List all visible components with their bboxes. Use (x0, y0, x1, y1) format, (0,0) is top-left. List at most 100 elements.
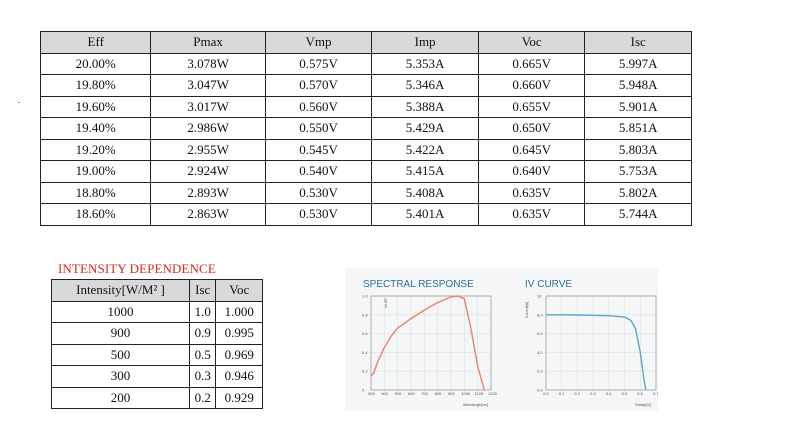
voc-cell: 0.640V (477, 160, 586, 183)
isc-cell: 0.2 (188, 386, 217, 409)
spectral-x-tick-label: 1000 (461, 391, 471, 396)
header-vmp: Vmp (264, 31, 373, 54)
header-pmax: Pmax (150, 31, 266, 54)
iv-grid (545, 295, 657, 391)
spectral-x-tick-label: 300 (368, 391, 375, 396)
isc-cell: 5.851A (584, 117, 692, 140)
table-row: 20.00% 3.078W 0.575V 5.353A 0.665V 5.997A (39, 52, 692, 75)
iv-x-tick-label: 0.4 (606, 391, 612, 396)
pmax-cell: 2.986W (150, 117, 266, 140)
isc-cell: 5.803A (584, 138, 692, 161)
iv-xlabel: Voltage[V] (635, 403, 651, 407)
imp-cell: 5.422A (371, 138, 479, 161)
intensity-row: 1000 1.0 1.000 (51, 300, 263, 323)
pmax-cell: 2.924W (150, 160, 266, 183)
intensity-cell: 500 (51, 343, 190, 366)
table-header-row: Eff Pmax Vmp Imp Voc Isc (39, 31, 692, 54)
intensity-title: INTENSITY DEPENDENCE (58, 261, 216, 276)
vmp-cell: 0.560V (264, 95, 373, 118)
iv-x-tick-label: 0.7 (653, 391, 658, 396)
spectral-y-tick-label: 0.8 (362, 312, 368, 317)
isc-cell: 0.3 (188, 365, 217, 388)
pmax-cell: 2.893W (150, 181, 266, 204)
header-isc: Isc (584, 31, 692, 54)
spectral-xlabel: Wavelength[nm] (463, 403, 488, 407)
isc-cell: 5.753A (584, 160, 692, 183)
isc-cell: 5.948A (584, 74, 692, 97)
isc-cell: 5.802A (584, 181, 692, 204)
iv-y-tick-label: 4.0 (537, 350, 543, 355)
eff-cell: 19.40% (39, 117, 152, 140)
spectral-x-tick-label: 500 (395, 391, 402, 396)
iv-y-ticks: 0.0 2.0 4.0 6.0 8.0 10 (537, 294, 543, 393)
iv-x-tick-label: 0.2 (574, 391, 580, 396)
pmax-cell: 3.078W (150, 52, 266, 75)
pmax-cell: 2.863W (150, 203, 266, 226)
iv-y-tick-label: 2.0 (537, 369, 543, 374)
table-row: 19.40% 2.986W 0.550V 5.429A 0.650V 5.851A (39, 117, 692, 140)
spectral-y-tick-label: 0 (362, 388, 365, 393)
iv-x-tick-label: 0.5 (622, 391, 628, 396)
spectral-x-tick-label: 900 (448, 391, 455, 396)
header-eff: Eff (39, 31, 152, 54)
spectral-y-tick-label: 0.6 (362, 331, 368, 336)
eff-cell: 19.80% (39, 74, 152, 97)
vmp-cell: 0.540V (264, 160, 373, 183)
spectral-x-tick-label: 700 (421, 391, 428, 396)
iv-series-line (546, 314, 647, 391)
imp-cell: 5.388A (371, 95, 479, 118)
spectral-x-tick-label: 1100 (475, 391, 484, 396)
header-isc: Isc (188, 279, 217, 302)
voc-cell: 0.665V (477, 52, 586, 75)
imp-cell: 5.415A (371, 160, 479, 183)
intensity-table: Intensity[W/M² ] Isc Voc 1000 1.0 1.000 900… (51, 279, 263, 409)
spectral-y-ticks: 0 0.2 0.4 0.6 0.8 1.0 (362, 294, 368, 393)
imp-cell: 5.353A (371, 52, 479, 75)
intensity-row: 900 0.9 0.995 (51, 322, 263, 345)
voc-cell: 0.660V (477, 74, 586, 97)
iv-x-tick-label: 0.3 (590, 391, 596, 396)
imp-cell: 5.401A (371, 203, 479, 226)
intensity-cell: 1000 (51, 300, 190, 323)
pmax-cell: 3.047W (150, 74, 266, 97)
vmp-cell: 0.530V (264, 181, 373, 204)
table-row: 19.00% 2.924W 0.540V 5.415A 0.640V 5.753A (39, 160, 692, 183)
intensity-cell: 300 (51, 365, 190, 388)
voc-cell: 0.645V (477, 138, 586, 161)
eff-cell: 18.80% (39, 181, 152, 204)
isc-cell: 0.9 (188, 322, 217, 345)
voc-cell: 0.635V (477, 181, 586, 204)
iv-y-tick-label: 6.0 (537, 331, 543, 336)
eff-cell: 19.20% (39, 138, 152, 161)
spectral-plot-frame (370, 295, 492, 391)
vmp-cell: 0.570V (264, 74, 373, 97)
iv-y-tick-label: 10 (537, 294, 542, 299)
iv-title: IV CURVE (525, 279, 572, 290)
iv-x-tick-label: 0.0 (543, 391, 549, 396)
imp-cell: 5.408A (371, 181, 479, 204)
vmp-cell: 0.530V (264, 203, 373, 226)
iv-x-ticks: 0.0 0.1 0.2 0.3 0.4 0.5 0.6 0.7 (543, 391, 658, 396)
spectral-y-tick-label: 1.0 (362, 294, 368, 299)
eff-cell: 18.60% (39, 203, 152, 226)
spectral-ylabel: rel.SR (384, 298, 388, 308)
iv-ylabel: Current[A] (525, 302, 529, 318)
iv-y-tick-label: 8.0 (537, 312, 543, 317)
imp-cell: 5.346A (371, 74, 479, 97)
charts-svg: SPECTRAL RESPONSE rel.SR Wavelength[nm] … (362, 279, 658, 407)
table-row: 19.80% 3.047W 0.570V 5.346A 0.660V 5.948A (39, 74, 692, 97)
vmp-cell: 0.575V (264, 52, 373, 75)
iv-plot-frame (545, 295, 657, 391)
imp-cell: 5.429A (371, 117, 479, 140)
charts-panel: SPECTRAL RESPONSE rel.SR Wavelength[nm] … (345, 268, 658, 411)
voc-cell: 0.969 (215, 343, 263, 366)
voc-cell: 0.946 (215, 365, 263, 388)
spectral-title: SPECTRAL RESPONSE (363, 279, 474, 290)
voc-cell: 0.635V (477, 203, 586, 226)
intensity-header-row: Intensity[W/M² ] Isc Voc (51, 279, 263, 302)
intensity-row: 500 0.5 0.969 (51, 343, 263, 366)
isc-cell: 5.901A (584, 95, 692, 118)
intensity-row: 300 0.3 0.946 (51, 365, 263, 388)
spectral-x-tick-label: 800 (435, 391, 442, 396)
table-row: 18.80% 2.893W 0.530V 5.408A 0.635V 5.802A (39, 181, 692, 204)
